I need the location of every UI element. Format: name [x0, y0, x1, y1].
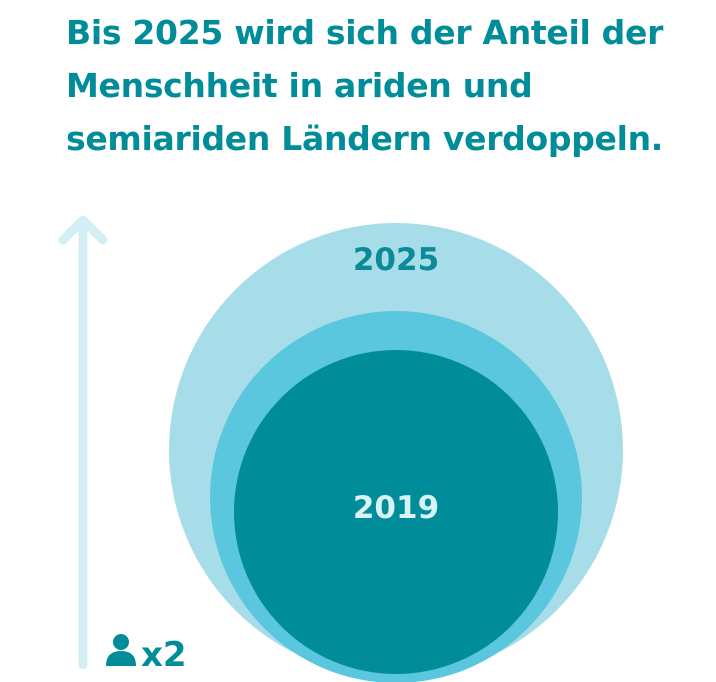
- headline-line-2: Menschheit in ariden und: [66, 66, 533, 105]
- label-2019: 2019: [353, 490, 439, 526]
- headline-line-1: Bis 2025 wird sich der Anteil der: [66, 13, 664, 52]
- headline-line-3: semiariden Ländern verdoppeln.: [66, 119, 664, 158]
- person-icon: [106, 634, 136, 666]
- multiplier-text: x2: [141, 635, 187, 675]
- headline: Bis 2025 wird sich der Anteil der Mensch…: [66, 6, 686, 165]
- circle-2019: [234, 350, 558, 674]
- up-arrow-icon: [58, 215, 108, 670]
- label-2025: 2025: [353, 242, 439, 278]
